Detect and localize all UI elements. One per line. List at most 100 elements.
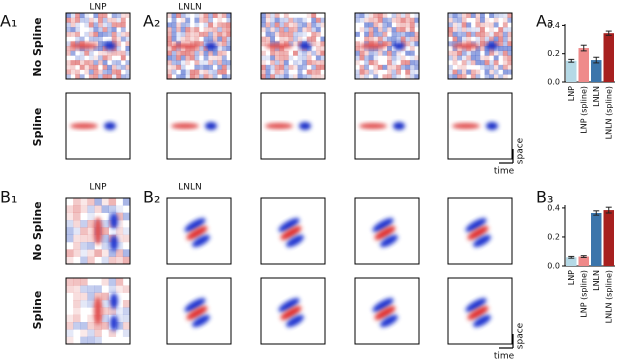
rf-pixel <box>297 50 303 56</box>
rf-pixel <box>265 13 271 19</box>
rf-pixel <box>167 22 172 28</box>
y-tick-label: 0.0 <box>547 262 560 271</box>
rf-pixel <box>311 50 317 56</box>
rf-frame <box>65 277 131 345</box>
rf-pixel <box>288 22 294 28</box>
rf-pixel <box>320 17 325 23</box>
rf-pixel <box>452 50 458 56</box>
rf-pixel <box>387 60 392 66</box>
rf-pixel <box>101 322 109 330</box>
rf-pixel <box>377 27 383 33</box>
rf-pixel <box>102 13 108 19</box>
rf-pixel <box>88 36 94 42</box>
rf-pixel <box>373 17 379 23</box>
rf-blob <box>380 234 398 248</box>
rf-pixel <box>87 256 95 264</box>
rf-pixel <box>306 22 312 28</box>
x-tick-label: LNLN (spline) <box>604 86 613 139</box>
rf-pixel <box>167 27 172 33</box>
rf-pixel <box>73 234 81 243</box>
rf-blob <box>467 226 489 240</box>
rf-pixel <box>185 36 191 42</box>
rf-pixel <box>320 36 325 42</box>
rf-pixel <box>199 60 204 66</box>
rf-pixel <box>185 17 191 23</box>
rf-pixel <box>297 64 303 70</box>
rf-blob <box>380 314 398 328</box>
rf-pixel <box>176 64 182 70</box>
rf-pixel <box>297 55 303 61</box>
rf-pixel <box>189 36 195 42</box>
rf-pixel <box>93 64 99 70</box>
rf-pixel <box>396 50 402 56</box>
rf-blob <box>280 226 302 240</box>
rf-pixel <box>125 13 130 19</box>
rf-blob <box>205 122 217 130</box>
rf-pixel <box>414 64 419 70</box>
rf-blob <box>473 234 491 248</box>
rf-pixel <box>507 36 512 42</box>
rf-pixel <box>405 50 411 56</box>
rf-pixel <box>87 285 95 293</box>
rf-pixel <box>283 74 289 79</box>
rf-pixel <box>189 50 195 56</box>
rf-pixel <box>203 74 209 79</box>
rf-pixel <box>409 41 415 47</box>
rf-pixel <box>122 234 130 243</box>
rf-pixel <box>270 22 276 28</box>
rf-pixel <box>102 46 108 52</box>
rf-pixel <box>167 31 172 37</box>
rf-pixel <box>265 27 271 33</box>
rf-pixel <box>221 36 227 42</box>
rf-pixel <box>283 31 289 37</box>
rf-pixel <box>115 314 124 323</box>
rf-pixel <box>80 278 88 286</box>
rf-pixel <box>102 55 108 61</box>
rf-pixel <box>208 36 214 42</box>
rf-pixel <box>414 55 419 61</box>
rf-pixel <box>391 55 397 61</box>
rf-pixel <box>101 314 109 323</box>
rf-pixel <box>226 46 231 52</box>
rf-pixel <box>171 36 177 42</box>
rf-pixel <box>461 27 467 33</box>
rf-blob <box>280 306 302 320</box>
rf-pixel <box>409 50 415 56</box>
rf-pixel <box>94 249 102 257</box>
rf-pixel <box>484 50 490 56</box>
rf-pixel <box>185 50 191 56</box>
rf-frame <box>166 197 232 265</box>
rf-pixel <box>359 64 365 70</box>
rf-pixel <box>261 27 266 33</box>
rf-pixel <box>452 55 458 61</box>
rf-content <box>448 198 512 264</box>
rf-pixel <box>66 234 74 243</box>
rf-pixel <box>226 60 231 66</box>
rf-pixel <box>475 60 481 66</box>
rf-pixel <box>226 17 231 23</box>
rf-pixel <box>493 74 499 79</box>
rf-pixel <box>480 41 485 47</box>
bar <box>566 257 577 266</box>
rf-pixel <box>167 41 172 47</box>
rf-pixel <box>457 13 463 19</box>
rf-pixel <box>87 300 95 308</box>
rf-pixel <box>498 50 504 56</box>
rf-pixel <box>167 69 172 75</box>
rf-pixel <box>120 27 126 33</box>
rf-pixel <box>283 60 289 66</box>
rf-pixel <box>502 17 508 23</box>
rf-pixel <box>377 17 383 23</box>
rf-frame <box>447 197 513 265</box>
rf-pixel <box>409 31 415 37</box>
rf-pixel <box>102 64 108 70</box>
rf-pixel <box>373 74 379 79</box>
rf-pixel <box>279 22 285 28</box>
rf-pixel <box>101 256 109 264</box>
receptive-field <box>65 197 131 265</box>
rf-pixel <box>274 31 280 37</box>
rf-pixel <box>88 22 94 28</box>
rf-pixel <box>66 322 74 330</box>
rf-pixel <box>270 36 276 42</box>
rf-pixel <box>466 22 472 28</box>
